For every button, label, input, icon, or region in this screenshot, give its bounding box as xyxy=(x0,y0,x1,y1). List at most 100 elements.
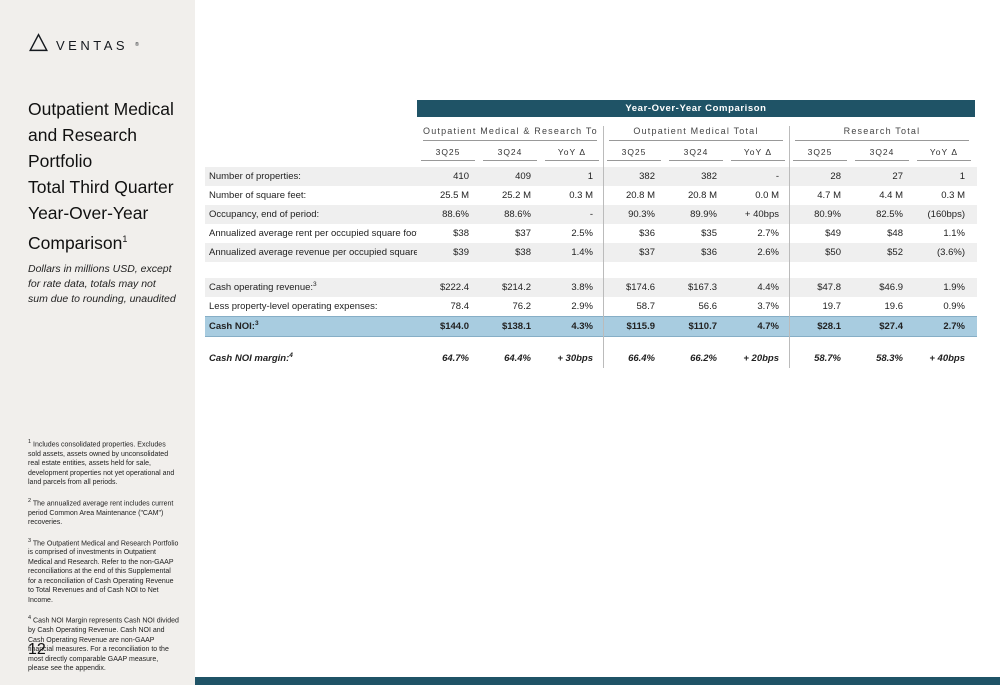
main-content: Year-Over-Year Comparison Outpatient Med… xyxy=(195,0,1000,685)
column-header: YoY Δ xyxy=(731,143,785,161)
disclaimer-note: Dollars in millions USD, except for rate… xyxy=(28,263,176,305)
table-cell: 82.5% xyxy=(876,209,903,220)
column-header: 3Q24 xyxy=(669,143,723,161)
table-cell: 58.3% xyxy=(876,353,903,364)
table-cell: $144.0 xyxy=(439,321,469,332)
column-header: 3Q25 xyxy=(607,143,661,161)
table-cell: 64.7% xyxy=(442,353,469,364)
column-header: 3Q25 xyxy=(793,143,847,161)
column-header: 3Q24 xyxy=(483,143,537,161)
ventas-triangle-icon xyxy=(28,32,49,58)
table-cell: 89.9% xyxy=(690,209,717,220)
table-cell: 56.6 xyxy=(698,301,718,312)
table-cell: 25.2 M xyxy=(501,190,531,201)
table-cell: 2.9% xyxy=(571,301,593,312)
group-header-spacer xyxy=(205,126,417,141)
table-cell: + 40bps xyxy=(744,209,779,220)
table-cell: 2.6% xyxy=(757,247,779,258)
row-label: Annualized average rent per occupied squ… xyxy=(209,228,417,240)
page-title-line: Portfolio xyxy=(28,151,93,171)
column-header: YoY Δ xyxy=(545,143,599,161)
table-cell: $167.3 xyxy=(687,282,717,293)
group-header-om-total: Outpatient Medical Total xyxy=(609,126,783,141)
row-label: Occupancy, end of period: xyxy=(209,209,320,220)
table-cell: 28 xyxy=(830,171,841,182)
table-cell: 66.4% xyxy=(628,353,655,364)
column-header: 3Q24 xyxy=(855,143,909,161)
table-cell: $37 xyxy=(639,247,655,258)
table-cell: 382 xyxy=(701,171,717,182)
table-cell: 410 xyxy=(453,171,469,182)
table-cell: 0.3 M xyxy=(941,190,965,201)
table-cell: 19.7 xyxy=(822,301,842,312)
table-row: Number of properties: 410 409 1 382 382 - 28 27 1 xyxy=(205,167,977,186)
table-cell: 2.7% xyxy=(757,228,779,239)
table-cell: 2.5% xyxy=(571,228,593,239)
page-title-line: Comparison1 xyxy=(28,232,128,253)
table-cell: 1 xyxy=(587,171,593,182)
page-title-line: Outpatient Medical xyxy=(28,99,174,119)
page-title-line: and Research xyxy=(28,125,137,145)
table-cell: + 20bps xyxy=(743,353,779,364)
column-header: 3Q25 xyxy=(421,143,475,161)
table-cell: 2.7% xyxy=(943,321,965,332)
table-row: Occupancy, end of period: 88.6% 88.6% - 90.3… xyxy=(205,205,977,224)
page-title-line: Total Third Quarter xyxy=(28,177,174,197)
table-row: Annualized average rent per occupied squ… xyxy=(205,224,977,243)
table-cell: 25.5 M xyxy=(439,190,469,201)
table-row: Annualized average revenue per occupied … xyxy=(205,243,977,262)
footnotes: 1 Includes consolidated properties. Excl… xyxy=(28,438,180,683)
footer-bar xyxy=(195,677,1000,685)
table-cell: $37 xyxy=(515,228,531,239)
footnote-2: 2 The annualized average rent includes c… xyxy=(28,497,174,527)
footnote-ref: 4 xyxy=(289,352,293,360)
group-header-research-total: Research Total xyxy=(795,126,969,141)
table-cell: 3.8% xyxy=(571,282,593,293)
table-row: Number of square feet: 25.5 M 25.2 M 0.3 M 2… xyxy=(205,186,977,205)
table-cell: 0.0 M xyxy=(755,190,779,201)
table-cell: 0.9% xyxy=(943,301,965,312)
table-cell: $174.6 xyxy=(625,282,655,293)
table-row: Less property-level operating expenses: 7… xyxy=(205,297,977,316)
table-cell: $27.4 xyxy=(879,321,903,332)
table-banner: Year-Over-Year Comparison xyxy=(417,100,975,117)
table-cell: - xyxy=(775,171,779,182)
table-cell: 80.9% xyxy=(814,209,841,220)
spacer-row xyxy=(205,262,977,278)
table-cell: $36 xyxy=(639,228,655,239)
column-header: YoY Δ xyxy=(917,143,971,161)
page-title: Outpatient Medical and Research Portfoli… xyxy=(28,96,177,256)
table-cell: $38 xyxy=(453,228,469,239)
logo-text: VENTAS xyxy=(56,37,129,53)
table-cell: $214.2 xyxy=(501,282,531,293)
ventas-logo: VENTAS ® xyxy=(28,32,139,58)
table-cell: 0.3 M xyxy=(569,190,593,201)
table-cell: 88.6% xyxy=(442,209,469,220)
registered-mark: ® xyxy=(135,42,139,48)
column-header-row: 3Q25 3Q24 YoY Δ 3Q25 3Q24 YoY Δ 3Q25 3Q2… xyxy=(205,143,977,161)
table-cell: 1 xyxy=(959,171,965,182)
table-cell: $110.7 xyxy=(688,321,717,332)
table-cell: 20.8 M xyxy=(687,190,717,201)
table-cell: 20.8 M xyxy=(625,190,655,201)
table-cell: $52 xyxy=(887,247,903,258)
page-number: 12 xyxy=(28,641,46,658)
title-footnote-ref: 1 xyxy=(122,234,128,244)
row-label: Less property-level operating expenses: xyxy=(209,301,378,312)
row-label: Number of properties: xyxy=(209,171,301,182)
footnote-4: 4 Cash NOI Margin represents Cash NOI di… xyxy=(28,615,179,673)
table-cell: $47.8 xyxy=(817,282,841,293)
table-cell: $35 xyxy=(701,228,717,239)
table-cell: 3.7% xyxy=(757,301,779,312)
table-cell: 76.2 xyxy=(512,301,532,312)
table-cell: 1.4% xyxy=(571,247,593,258)
table-cell: 382 xyxy=(639,171,655,182)
table-cell: $28.1 xyxy=(817,321,841,332)
row-label: Cash NOI:3 xyxy=(209,320,259,333)
table-row: Cash NOI:3 $144.0 $138.1 4.3% $115.9 $110.7 4.… xyxy=(205,316,977,337)
table-cell: 88.6% xyxy=(504,209,531,220)
column-header-spacer xyxy=(205,143,417,161)
table-cell: $48 xyxy=(887,228,903,239)
table-cell: (160bps) xyxy=(927,209,966,220)
table-cell: 78.4 xyxy=(450,301,470,312)
